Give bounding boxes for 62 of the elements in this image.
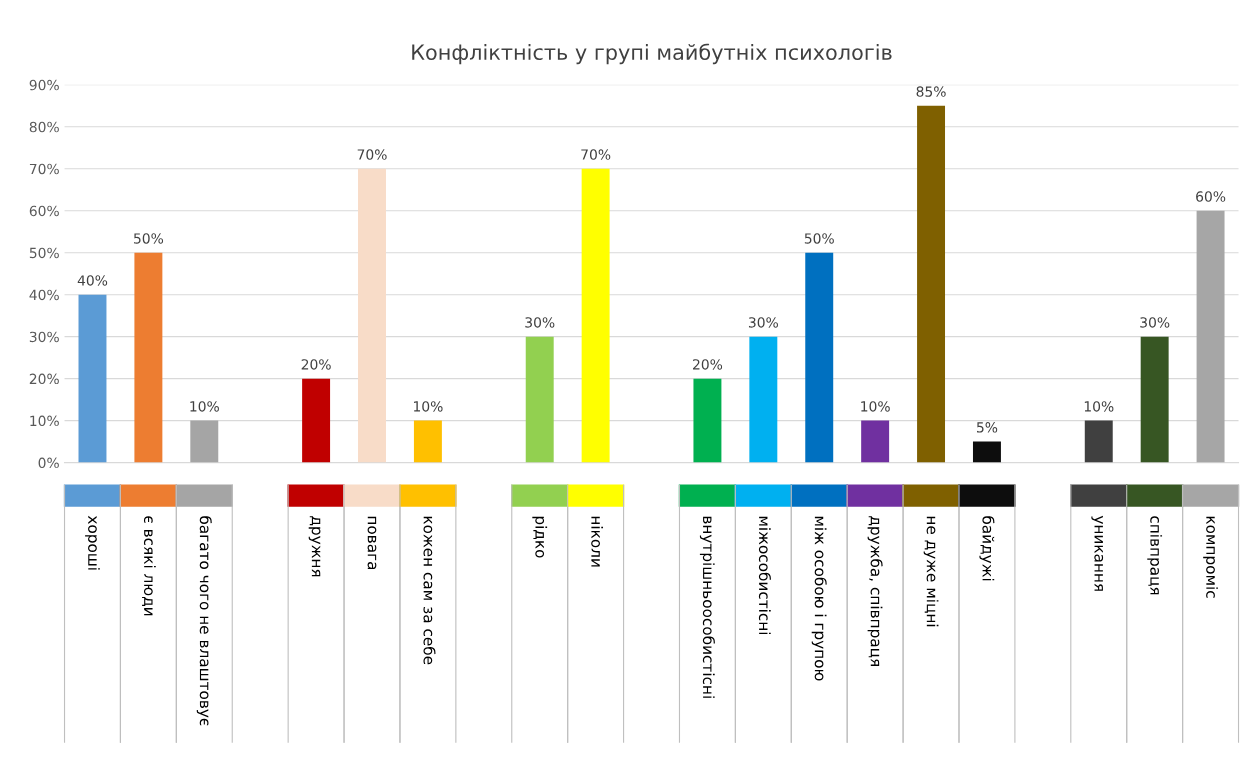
data-label: 30% bbox=[1140, 317, 1170, 328]
x-tick-label: повага bbox=[367, 516, 377, 570]
y-tick-label: 60% bbox=[29, 205, 59, 217]
x-tick-label: між особою і групою bbox=[811, 516, 827, 681]
y-tick-label: 50% bbox=[29, 247, 59, 259]
data-label: 10% bbox=[414, 401, 443, 412]
data-label: 70% bbox=[581, 149, 611, 160]
x-tick-label: внутрішньоособистісні bbox=[699, 516, 715, 698]
x-tick-label: дружба, співпраця bbox=[867, 516, 883, 666]
data-label: 30% bbox=[748, 317, 778, 328]
x-tick-label: кожен сам за себе bbox=[423, 516, 436, 665]
y-tick-label: 0% bbox=[38, 457, 59, 469]
bar bbox=[1140, 336, 1169, 463]
x-tick-label: дружня bbox=[308, 516, 321, 577]
bar bbox=[861, 420, 890, 463]
bar bbox=[78, 294, 107, 463]
bar bbox=[302, 378, 331, 463]
x-tick-label: є всякі люди bbox=[142, 516, 156, 616]
data-label: 40% bbox=[77, 275, 108, 286]
bar bbox=[749, 336, 778, 463]
data-label: 85% bbox=[916, 86, 946, 97]
x-tick-label: хороші bbox=[85, 515, 100, 570]
bar bbox=[525, 336, 554, 463]
y-tick-label: 20% bbox=[29, 373, 59, 385]
bar bbox=[1196, 210, 1225, 463]
bar bbox=[693, 378, 722, 463]
y-tick-label: 10% bbox=[30, 415, 59, 427]
bar bbox=[413, 420, 442, 463]
y-tick-label: 70% bbox=[29, 163, 59, 175]
bar bbox=[1084, 420, 1113, 463]
x-tick-label: міжособистісні bbox=[758, 516, 771, 635]
bar bbox=[972, 441, 1001, 463]
y-tick-label: 30% bbox=[29, 331, 59, 343]
x-tick-label: не дуже міцні bbox=[923, 516, 939, 627]
y-tick-label: 80% bbox=[29, 121, 59, 133]
data-label: 30% bbox=[525, 317, 555, 328]
y-tick-label: 40% bbox=[29, 289, 59, 301]
x-tick-label: ніколи bbox=[591, 516, 604, 567]
x-tick-label: багато чого не влаштовує bbox=[196, 516, 212, 726]
x-tick-label: компроміс bbox=[1203, 516, 1218, 598]
data-label: 10% bbox=[861, 401, 890, 412]
bar bbox=[134, 252, 163, 463]
data-label: 20% bbox=[301, 359, 331, 370]
chart-title: Конфліктність у групі майбутніх психологів bbox=[412, 43, 892, 65]
bar bbox=[358, 168, 386, 463]
bar bbox=[805, 252, 834, 463]
data-label: 5% bbox=[977, 422, 998, 433]
data-label: 20% bbox=[693, 359, 723, 370]
x-tick-label: рідко bbox=[532, 516, 548, 558]
bar bbox=[917, 105, 946, 463]
x-tick-label: співпраця bbox=[1147, 516, 1163, 595]
bar bbox=[190, 420, 219, 463]
data-label: 50% bbox=[804, 233, 834, 244]
x-tick-label: уникання bbox=[1091, 515, 1104, 591]
x-tick-label: байдужі bbox=[979, 516, 995, 581]
data-label: 50% bbox=[134, 233, 164, 244]
data-label: 60% bbox=[1196, 191, 1226, 202]
y-tick-label: 90% bbox=[29, 79, 59, 91]
data-label: 70% bbox=[357, 149, 387, 160]
data-label: 10% bbox=[190, 401, 219, 412]
bar bbox=[581, 168, 610, 463]
data-label: 10% bbox=[1084, 401, 1114, 412]
